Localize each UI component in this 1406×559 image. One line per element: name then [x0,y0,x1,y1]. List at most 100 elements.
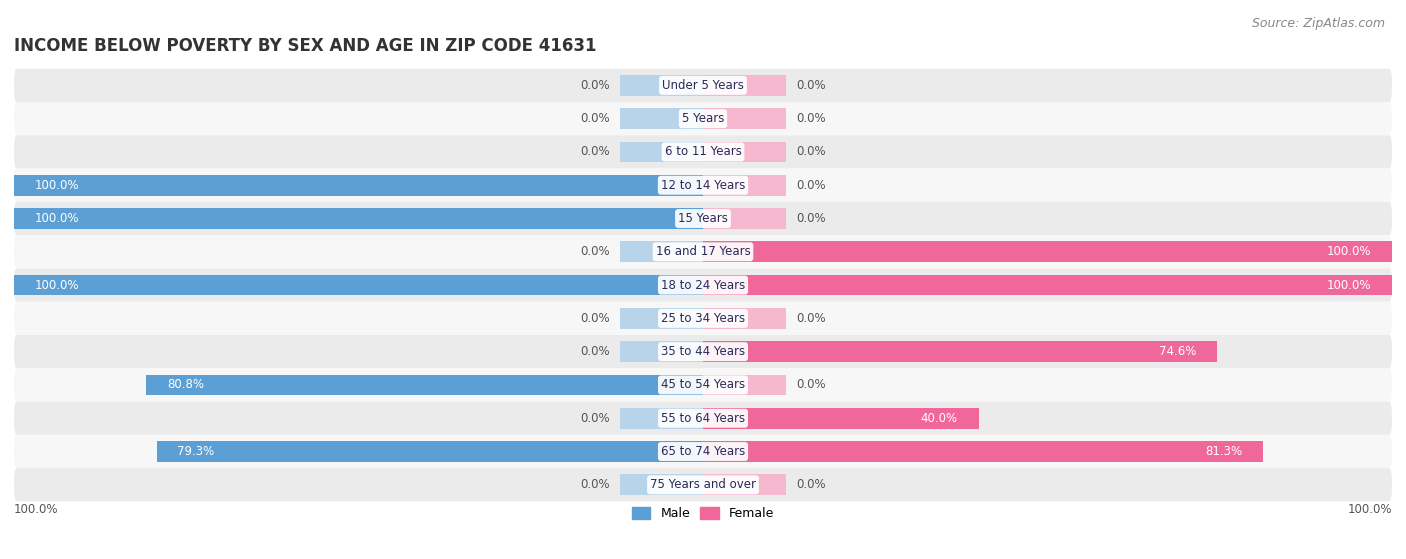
Text: 40.0%: 40.0% [921,412,957,425]
Text: 0.0%: 0.0% [796,179,825,192]
Bar [703,408,979,429]
Bar [620,308,703,329]
Bar [620,475,703,495]
Bar [620,241,703,262]
Bar [703,75,786,96]
Text: 0.0%: 0.0% [581,412,610,425]
Bar [620,141,703,162]
Bar [620,408,703,429]
Bar [703,375,786,395]
Text: 81.3%: 81.3% [1205,445,1243,458]
Bar [703,342,786,362]
Bar [620,141,703,162]
Legend: Male, Female: Male, Female [627,502,779,525]
Bar [146,375,703,395]
Text: 6 to 11 Years: 6 to 11 Years [665,145,741,158]
Text: 55 to 64 Years: 55 to 64 Years [661,412,745,425]
Text: 0.0%: 0.0% [581,112,610,125]
FancyBboxPatch shape [14,335,1392,368]
Bar [620,408,703,429]
Bar [703,441,786,462]
Text: 65 to 74 Years: 65 to 74 Years [661,445,745,458]
Bar [620,275,703,295]
Bar [703,108,786,129]
Text: 0.0%: 0.0% [796,112,825,125]
Bar [620,175,703,196]
Bar [620,475,703,495]
Bar [620,108,703,129]
Text: 0.0%: 0.0% [581,145,610,158]
Text: 0.0%: 0.0% [581,345,610,358]
FancyBboxPatch shape [14,435,1392,468]
Text: 35 to 44 Years: 35 to 44 Years [661,345,745,358]
Text: 0.0%: 0.0% [796,145,825,158]
Text: 18 to 24 Years: 18 to 24 Years [661,278,745,292]
Bar [620,75,703,96]
Text: 0.0%: 0.0% [581,79,610,92]
Text: 0.0%: 0.0% [796,212,825,225]
FancyBboxPatch shape [14,401,1392,435]
Bar [156,441,703,462]
FancyBboxPatch shape [14,135,1392,169]
FancyBboxPatch shape [14,69,1392,102]
Text: 100.0%: 100.0% [1347,503,1392,516]
Bar [703,241,1392,262]
Text: 100.0%: 100.0% [1327,245,1371,258]
Bar [703,275,786,295]
Text: 5 Years: 5 Years [682,112,724,125]
Bar [703,441,1263,462]
Bar [620,308,703,329]
Text: 0.0%: 0.0% [581,312,610,325]
Text: 0.0%: 0.0% [796,378,825,391]
Bar [703,141,786,162]
Bar [620,108,703,129]
Text: 15 Years: 15 Years [678,212,728,225]
Text: INCOME BELOW POVERTY BY SEX AND AGE IN ZIP CODE 41631: INCOME BELOW POVERTY BY SEX AND AGE IN Z… [14,37,596,55]
FancyBboxPatch shape [14,268,1392,302]
FancyBboxPatch shape [14,169,1392,202]
Text: 100.0%: 100.0% [35,278,79,292]
Bar [703,408,786,429]
Bar [620,375,703,395]
Text: 0.0%: 0.0% [796,79,825,92]
Text: 25 to 34 Years: 25 to 34 Years [661,312,745,325]
Text: 100.0%: 100.0% [35,179,79,192]
Text: 0.0%: 0.0% [581,245,610,258]
Bar [14,208,703,229]
Bar [620,342,703,362]
Text: 12 to 14 Years: 12 to 14 Years [661,179,745,192]
Text: 0.0%: 0.0% [796,479,825,491]
Text: 75 Years and over: 75 Years and over [650,479,756,491]
Text: 45 to 54 Years: 45 to 54 Years [661,378,745,391]
Text: 80.8%: 80.8% [167,378,204,391]
Text: 100.0%: 100.0% [35,212,79,225]
Bar [620,241,703,262]
Bar [620,75,703,96]
Bar [703,175,786,196]
Bar [703,241,786,262]
Text: 79.3%: 79.3% [177,445,215,458]
Bar [620,441,703,462]
Bar [703,475,786,495]
Text: 0.0%: 0.0% [796,312,825,325]
Text: 100.0%: 100.0% [14,503,59,516]
Bar [703,275,1392,295]
Text: 100.0%: 100.0% [1327,278,1371,292]
Bar [703,308,786,329]
FancyBboxPatch shape [14,202,1392,235]
Text: Source: ZipAtlas.com: Source: ZipAtlas.com [1251,17,1385,30]
Text: Under 5 Years: Under 5 Years [662,79,744,92]
Bar [703,208,786,229]
FancyBboxPatch shape [14,235,1392,268]
Bar [14,175,703,196]
Bar [703,342,1218,362]
Text: 16 and 17 Years: 16 and 17 Years [655,245,751,258]
Text: 0.0%: 0.0% [581,479,610,491]
FancyBboxPatch shape [14,302,1392,335]
FancyBboxPatch shape [14,102,1392,135]
Text: 74.6%: 74.6% [1159,345,1197,358]
FancyBboxPatch shape [14,468,1392,501]
Bar [620,208,703,229]
FancyBboxPatch shape [14,368,1392,401]
Bar [620,342,703,362]
